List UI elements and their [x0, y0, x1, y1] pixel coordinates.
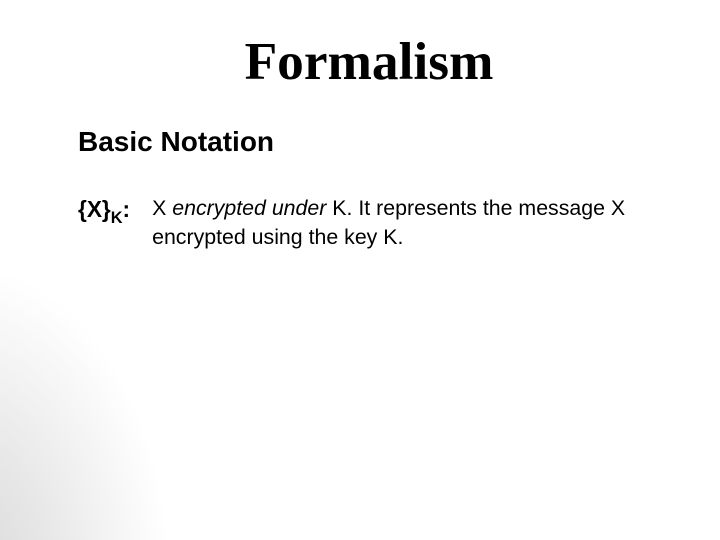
definition-italic: encrypted under [172, 196, 326, 220]
term-subscript: K [111, 209, 123, 227]
notation-definition: X encrypted under K. It represents the m… [152, 194, 660, 252]
notation-term: {X}K: [78, 194, 130, 229]
definition-row: {X}K: X encrypted under K. It represents… [78, 194, 660, 252]
term-base: {X} [78, 196, 111, 222]
slide-title: Formalism [78, 30, 660, 92]
slide-subtitle: Basic Notation [78, 126, 660, 158]
term-suffix: : [123, 196, 131, 222]
definition-prefix: X [152, 196, 172, 220]
slide-content: Formalism Basic Notation {X}K: X encrypt… [0, 0, 720, 540]
